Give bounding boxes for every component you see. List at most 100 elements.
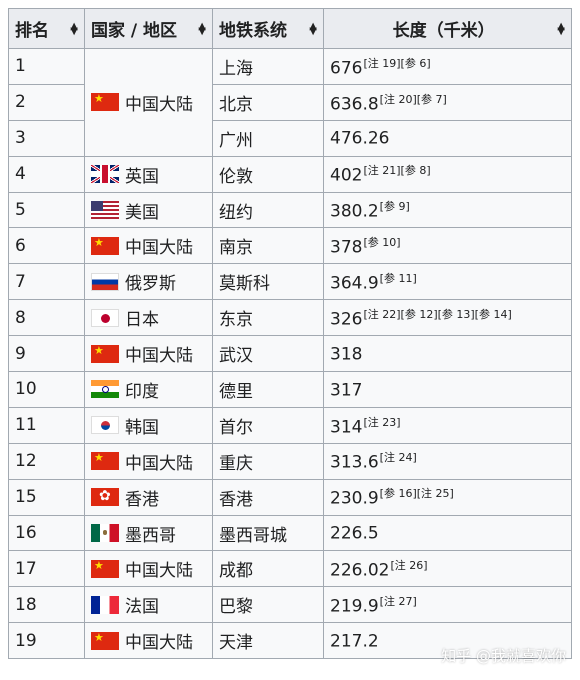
length-cell: 313.6[注 24] <box>323 442 572 480</box>
metro-length-table: 排名▲▼ 国家 / 地区▲▼ 地铁系统▲▼ 长度（千米）▲▼ 1中国大陆上海67… <box>8 8 572 660</box>
system-cell[interactable]: 东京 <box>212 299 324 337</box>
length-value: 217.2 <box>330 631 379 652</box>
system-cell[interactable]: 巴黎 <box>212 586 324 624</box>
country-name[interactable]: 韩国 <box>125 417 159 438</box>
reference-notes[interactable]: [注 26] <box>390 559 428 573</box>
country-name[interactable]: 美国 <box>125 202 159 223</box>
sort-icon[interactable]: ▲ ▼ <box>70 20 78 37</box>
country-name[interactable]: 墨西哥 <box>125 525 176 546</box>
reference-notes[interactable]: [注 23] <box>363 415 401 429</box>
system-cell[interactable]: 上海 <box>212 48 324 85</box>
length-cell: 476.26 <box>323 119 572 157</box>
system-cell[interactable]: 北京 <box>212 83 324 121</box>
country-name[interactable]: 中国大陆 <box>125 453 193 474</box>
country-name[interactable]: 印度 <box>125 381 159 402</box>
country-name[interactable]: 中国大陆 <box>125 346 193 367</box>
length-cell: 380.2[参 9] <box>323 191 572 229</box>
country-name[interactable]: 法国 <box>125 597 159 618</box>
length-value: 318 <box>330 344 363 365</box>
sort-icon[interactable]: ▲ ▼ <box>557 20 565 37</box>
reference-notes[interactable]: [参 11] <box>379 271 417 285</box>
system-cell[interactable]: 武汉 <box>212 335 324 373</box>
system-cell[interactable]: 重庆 <box>212 442 324 480</box>
header-length[interactable]: 长度（千米） ▲ ▼ <box>323 8 572 49</box>
system-cell[interactable]: 伦敦 <box>212 155 324 193</box>
header-country[interactable]: 国家 / 地区 ▲ ▼ <box>84 8 213 49</box>
rank-cell: 15 <box>8 478 85 516</box>
header-rank-label: 排名 <box>15 21 49 41</box>
system-cell[interactable]: 莫斯科 <box>212 263 324 301</box>
system-cell[interactable]: 德里 <box>212 371 324 408</box>
length-cell: 226.02[注 26] <box>323 550 572 588</box>
fr-flag-icon <box>91 595 119 614</box>
table-row: 6中国大陆南京378[参 10] <box>8 227 572 265</box>
system-cell[interactable]: 香港 <box>212 478 324 516</box>
length-value: 676 <box>330 58 363 79</box>
country-name[interactable]: 日本 <box>125 310 159 331</box>
length-value: 380.2 <box>330 201 379 222</box>
header-system[interactable]: 地铁系统 ▲ ▼ <box>212 8 324 49</box>
rank-cell: 7 <box>8 263 85 301</box>
reference-notes[interactable]: [注 27] <box>379 594 417 608</box>
kr-flag-icon <box>91 416 119 435</box>
system-cell[interactable]: 成都 <box>212 550 324 588</box>
mx-flag-icon <box>91 524 119 543</box>
length-cell: 326[注 22][参 12][参 13][参 14] <box>323 299 572 337</box>
table-row: 11 韩国 首尔 314[注 23] <box>8 406 572 444</box>
table-row: 17中国大陆成都226.02[注 26] <box>8 550 572 588</box>
country-name[interactable]: 俄罗斯 <box>125 274 176 295</box>
reference-notes[interactable]: [注 24] <box>379 451 417 465</box>
length-cell: 219.9[注 27] <box>323 586 572 624</box>
country-name[interactable]: 中国大陆 <box>125 238 193 259</box>
country-name[interactable]: 中国大陆 <box>125 94 193 115</box>
cn-flag-icon <box>91 631 119 650</box>
country-cell: 英国 <box>84 155 213 193</box>
length-value: 314 <box>330 417 363 438</box>
country-cell: 中国大陆 <box>84 335 213 373</box>
country-cell: 美国 <box>84 191 213 229</box>
country-cell: 中国大陆 <box>84 227 213 265</box>
length-cell: 676[注 19][参 6] <box>323 48 572 85</box>
rank-cell: 11 <box>8 406 85 444</box>
system-cell[interactable]: 南京 <box>212 227 324 265</box>
reference-notes[interactable]: [注 19][参 6] <box>363 56 431 70</box>
rank-cell: 2 <box>8 83 85 121</box>
system-cell[interactable]: 天津 <box>212 622 324 660</box>
length-value: 317 <box>330 380 363 401</box>
rank-cell: 3 <box>8 119 85 157</box>
country-name[interactable]: 中国大陆 <box>125 561 193 582</box>
reference-notes[interactable]: [注 21][参 8] <box>363 164 431 178</box>
reference-notes[interactable]: [参 16][注 25] <box>379 487 454 501</box>
country-cell: 俄罗斯 <box>84 263 213 301</box>
rank-cell: 4 <box>8 155 85 193</box>
system-cell[interactable]: 广州 <box>212 119 324 157</box>
reference-notes[interactable]: [注 20][参 7] <box>379 92 447 106</box>
system-cell[interactable]: 墨西哥城 <box>212 514 324 552</box>
reference-notes[interactable]: [注 22][参 12][参 13][参 14] <box>363 307 512 321</box>
sort-icon[interactable]: ▲ ▼ <box>198 20 206 37</box>
country-cell: 印度 <box>84 371 213 408</box>
cn-flag-icon <box>91 344 119 363</box>
length-value: 226.5 <box>330 523 379 544</box>
country-name[interactable]: 中国大陆 <box>125 633 193 654</box>
sort-icon[interactable]: ▲ ▼ <box>309 20 317 37</box>
country-name[interactable]: 英国 <box>125 166 159 187</box>
length-value: 402 <box>330 165 363 186</box>
country-cell: 香港 <box>84 478 213 516</box>
table-row: 8 日本 东京 326[注 22][参 12][参 13][参 14] <box>8 299 572 337</box>
jp-flag-icon <box>91 308 119 327</box>
system-cell[interactable]: 纽约 <box>212 191 324 229</box>
country-name[interactable]: 香港 <box>125 489 159 510</box>
uk-flag-icon <box>91 165 119 184</box>
country-cell: 中国大陆 <box>84 48 213 157</box>
reference-notes[interactable]: [参 10] <box>363 236 401 250</box>
header-rank[interactable]: 排名 ▲ ▼ <box>8 8 85 49</box>
country-cell: 墨西哥 <box>84 514 213 552</box>
reference-notes[interactable]: [参 9] <box>379 200 410 214</box>
cn-flag-icon <box>91 93 119 112</box>
in-flag-icon <box>91 380 119 399</box>
length-cell: 217.2 <box>323 622 572 660</box>
system-cell[interactable]: 首尔 <box>212 406 324 444</box>
